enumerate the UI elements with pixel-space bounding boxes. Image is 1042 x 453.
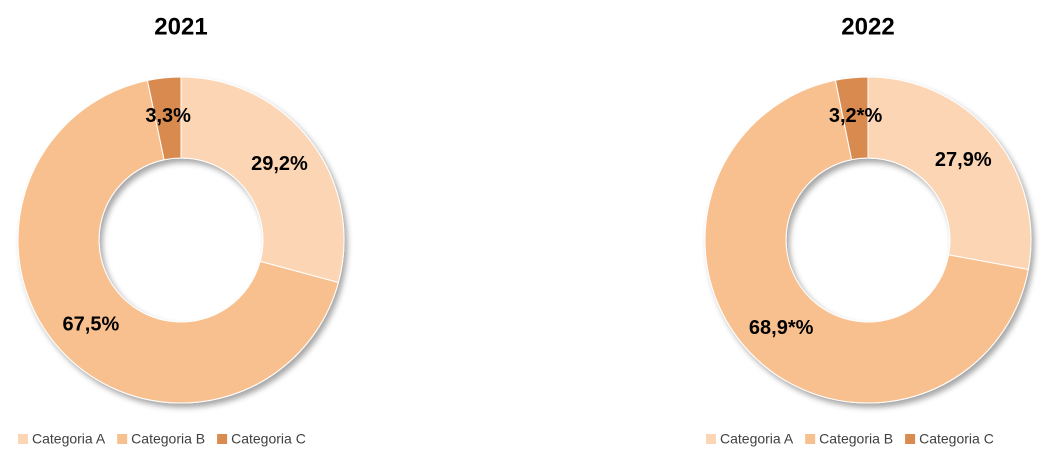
donut-chart: 2021 29,2% 67,5% 3,3% Categoria A Categoria B… [17,13,345,447]
ring [17,76,345,404]
legend-label: Categoria C [231,431,306,447]
legend-label: Categoria A [720,431,794,447]
donut-slice [180,76,345,284]
donut-slice [146,76,182,161]
legend-label: Categoria B [131,431,205,447]
legend-swatch [117,434,128,444]
legend-label: Categoria A [32,431,106,447]
data-label: 3,2*% [829,105,883,127]
data-label: 27,9% [935,149,992,171]
legend-swatch [217,434,228,444]
chart-title: 2022 [841,13,894,40]
data-label: 3,3% [145,105,191,127]
legend-swatch [805,434,816,444]
legend-swatch [905,434,916,444]
donut-slice [867,76,1032,271]
legend-label: Categoria B [819,431,893,447]
data-label: 29,2% [251,153,308,175]
legend-swatch [18,434,28,444]
donut-slice [17,79,339,404]
donut-slice [834,76,869,161]
legend-swatch [706,434,716,444]
ring [704,76,1032,404]
chart-title: 2021 [154,13,207,40]
data-label: 67,5% [63,313,120,335]
data-label: 68,9*% [749,317,814,339]
legend: Categoria A Categoria B Categoria C [706,431,994,447]
donut-slice [704,79,1029,404]
legend-label: Categoria C [919,431,994,447]
legend: Categoria A Categoria B Categoria C [18,431,306,447]
